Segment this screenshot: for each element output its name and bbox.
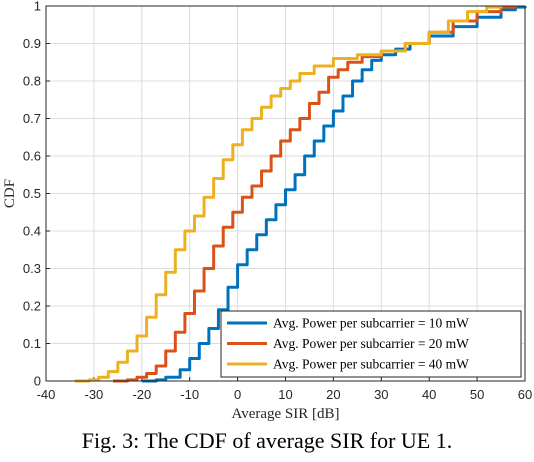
x-tick-label: 10 [278,387,292,402]
cdf-chart: -40 -30 -20 -10 0 10 20 30 40 50 60 0 0.1 0.2 0.3 0.4 0.… [2,0,532,422]
x-tick-label: 20 [326,387,340,402]
y-tick-label: 0.6 [23,149,41,164]
plot-frame [45,5,526,382]
y-tick-label: 0.4 [23,224,41,239]
figure-caption: Fig. 3: The CDF of average SIR for UE 1. [81,428,453,453]
x-tick-label: 60 [518,387,532,402]
legend-label-2: Avg. Power per subcarrier = 20 mW [273,336,469,351]
x-tick-label: 50 [470,387,484,402]
legend-label-3: Avg. Power per subcarrier = 40 mW [273,357,469,372]
legend-label-1: Avg. Power per subcarrier = 10 mW [273,316,469,331]
x-axis-label: Average SIR [dB] [231,406,339,422]
tick-labels: -40 -30 -20 -10 0 10 20 30 40 50 60 0 0.1 0.2 0.3 0.4 0.… [23,0,532,402]
y-tick-label: 0.1 [23,336,41,351]
series-lines [74,5,527,383]
y-axis-label: CDF [2,179,18,208]
legend: Avg. Power per subcarrier = 10 mW Avg. Po… [220,310,522,378]
y-tick-label: 0.5 [23,186,41,201]
legend-box [220,310,522,378]
y-tick-label: 0.8 [23,74,41,89]
x-tick-label: 40 [422,387,436,402]
x-tick-label: 30 [374,387,388,402]
y-tick-label: 0.3 [23,261,41,276]
y-tick-label: 0.9 [23,36,41,51]
x-tick-label: -10 [180,387,199,402]
y-tick-label: 0.7 [23,111,41,126]
y-tick-label: 0 [34,374,41,389]
y-tick-label: 1 [34,0,41,14]
y-tick-label: 0.2 [23,299,41,314]
x-tick-label: -20 [132,387,151,402]
x-tick-label: -30 [85,387,104,402]
series-line-3 [74,5,503,383]
x-tick-label: 0 [234,387,241,402]
x-tick-label: -40 [37,387,56,402]
